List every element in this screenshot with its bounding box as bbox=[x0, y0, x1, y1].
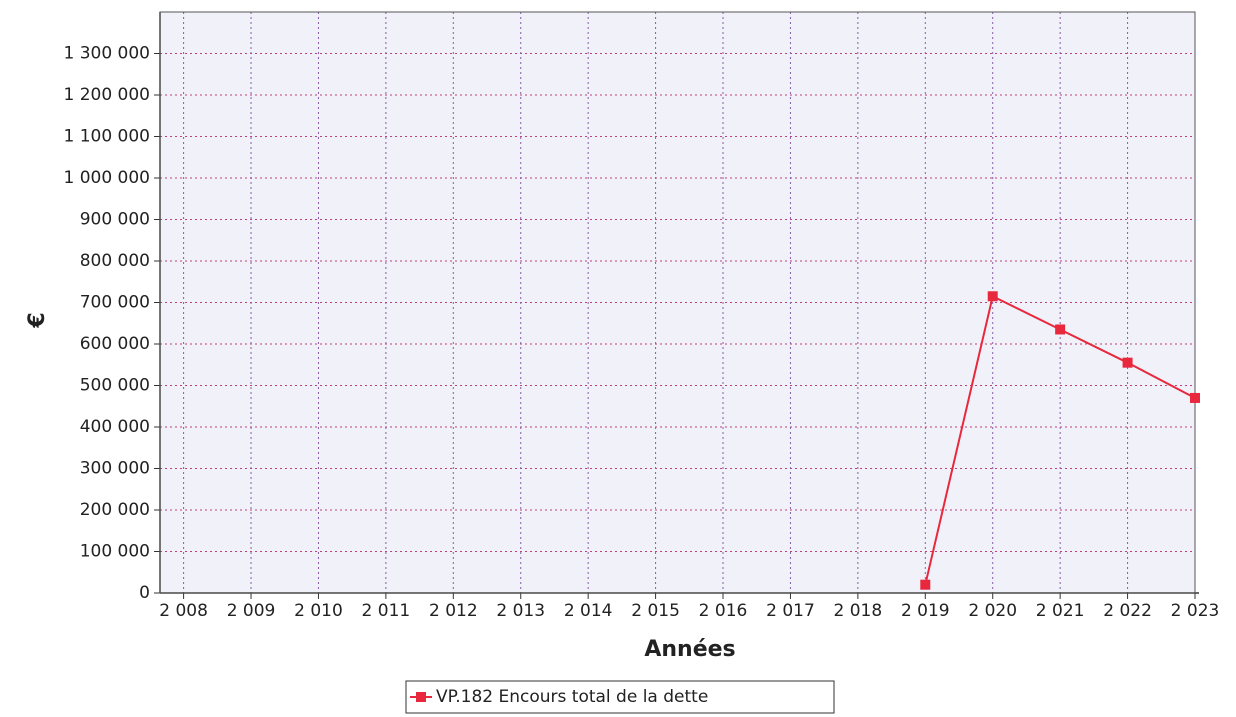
x-tick-label: 2 011 bbox=[362, 601, 411, 621]
y-tick-label: 900 000 bbox=[80, 210, 150, 230]
y-axis-title: € bbox=[25, 312, 50, 328]
x-tick-label: 2 021 bbox=[1036, 601, 1085, 621]
x-tick-label: 2 015 bbox=[631, 601, 680, 621]
plot-background bbox=[160, 12, 1195, 593]
x-tick-label: 2 023 bbox=[1171, 601, 1220, 621]
x-tick-label: 2 022 bbox=[1103, 601, 1152, 621]
y-tick-label: 400 000 bbox=[80, 417, 150, 437]
y-tick-label: 1 200 000 bbox=[63, 85, 150, 105]
y-tick-label: 800 000 bbox=[80, 251, 150, 271]
x-tick-label: 2 017 bbox=[766, 601, 815, 621]
y-tick-label: 300 000 bbox=[80, 459, 150, 479]
data-point bbox=[1122, 357, 1133, 368]
y-tick-label: 700 000 bbox=[80, 293, 150, 313]
y-tick-label: 1 300 000 bbox=[63, 44, 150, 64]
x-tick-label: 2 020 bbox=[968, 601, 1017, 621]
x-tick-label: 2 012 bbox=[429, 601, 478, 621]
plot-frame bbox=[159, 11, 1196, 594]
legend-box bbox=[405, 680, 835, 714]
x-tick-label: 2 010 bbox=[294, 601, 343, 621]
x-tick-label: 2 014 bbox=[564, 601, 613, 621]
x-tick-label: 2 008 bbox=[159, 601, 208, 621]
y-tick-label: 0 bbox=[139, 583, 150, 603]
y-tick-label: 1 100 000 bbox=[63, 127, 150, 147]
legend-marker bbox=[416, 692, 426, 702]
y-tick-label: 100 000 bbox=[80, 542, 150, 562]
data-point bbox=[987, 291, 998, 302]
x-tick-label: 2 013 bbox=[496, 601, 545, 621]
x-tick-label: 2 016 bbox=[699, 601, 748, 621]
y-tick-label: 600 000 bbox=[80, 334, 150, 354]
data-point bbox=[1055, 324, 1066, 335]
x-tick-label: 2 018 bbox=[834, 601, 883, 621]
x-tick-label: 2 009 bbox=[227, 601, 276, 621]
legend-label: VP.182 Encours total de la dette bbox=[436, 687, 708, 707]
y-tick-label: 1 000 000 bbox=[63, 168, 150, 188]
y-tick-label: 200 000 bbox=[80, 500, 150, 520]
data-point bbox=[920, 579, 931, 590]
x-axis-title: Années bbox=[644, 637, 735, 662]
y-tick-label: 500 000 bbox=[80, 376, 150, 396]
x-tick-label: 2 019 bbox=[901, 601, 950, 621]
data-point bbox=[1190, 392, 1200, 403]
